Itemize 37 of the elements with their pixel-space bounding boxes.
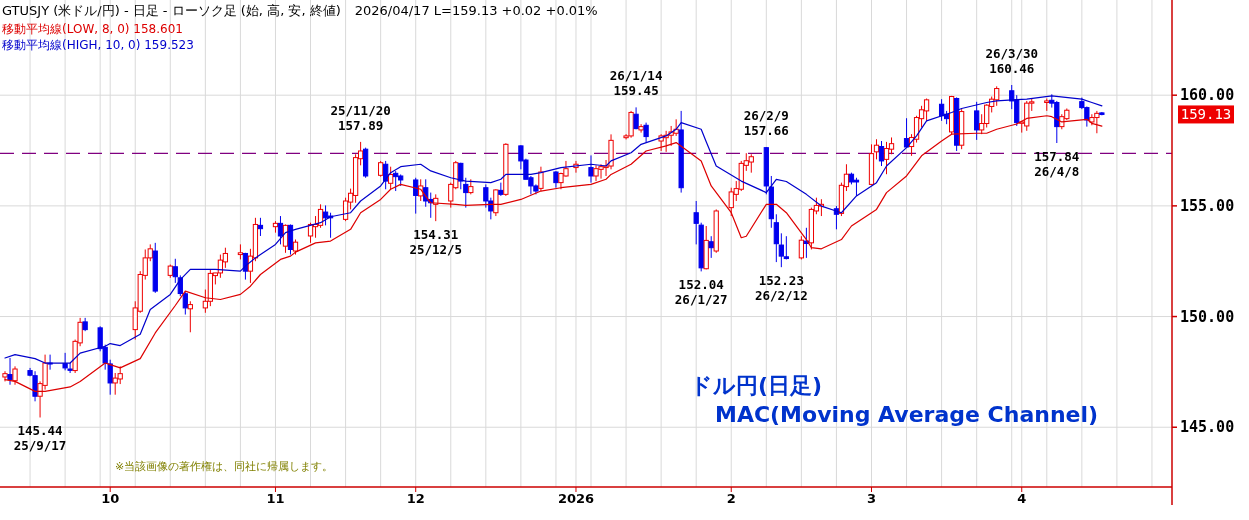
annotation: ドル円(日足)	[690, 373, 823, 398]
x-tick-label: 3	[866, 491, 877, 506]
annotation: 157.89	[338, 117, 384, 133]
x-tick-label: 11	[266, 491, 285, 506]
annotation: 26/3/30	[985, 46, 1039, 61]
annotation: 145.44	[17, 423, 63, 439]
annotation: 152.23	[758, 273, 804, 289]
annotation: 152.04	[678, 277, 724, 293]
annotation: ※当該画像の著作権は、同社に帰属します。	[115, 460, 334, 473]
y-tick-label: 155.00	[1180, 196, 1235, 215]
chart-title: GTUSJY (米ドル/円) - 日足 - ローソク足 (始, 高, 安, 終値)	[2, 3, 341, 18]
annotation: 26/4/8	[1034, 164, 1080, 179]
text: 移動平均線(LOW, 8, 0) 158.601	[2, 22, 183, 36]
annotation: 26/2/9	[743, 107, 789, 123]
annotation: 25/11/20	[330, 102, 391, 118]
chart-subtitle: 2026/04/17 L=159.13 +0.02 +0.01%	[354, 3, 598, 18]
annotation: 160.46	[989, 61, 1035, 76]
annotation: 26/1/14	[609, 68, 663, 84]
annotation: 26/1/27	[674, 292, 728, 308]
annotation: 25/12/5	[409, 242, 463, 258]
y-tick-label: 145.00	[1180, 418, 1235, 437]
annotation: 25/9/17	[13, 438, 67, 454]
x-tick-label: 2	[726, 491, 736, 506]
y-tick-label: 150.00	[1180, 307, 1235, 326]
annotation: 159.45	[613, 83, 659, 99]
annotation: 154.31	[413, 227, 459, 243]
annotation: 157.84	[1034, 149, 1080, 164]
text: 159.13	[1180, 106, 1232, 123]
x-tick-label: 10	[101, 491, 120, 506]
y-tick-label: 160.00	[1180, 86, 1235, 105]
annotation: MAC(Moving Average Channel)	[715, 402, 1099, 427]
annotation: 26/2/12	[754, 288, 808, 304]
x-tick-label: 4	[1017, 491, 1027, 506]
annotation: 157.66	[743, 122, 789, 138]
x-tick-label: 12	[406, 491, 425, 506]
text: 移動平均線(HIGH, 10, 0) 159.523	[2, 38, 194, 52]
x-tick-label: 2026	[557, 491, 595, 506]
